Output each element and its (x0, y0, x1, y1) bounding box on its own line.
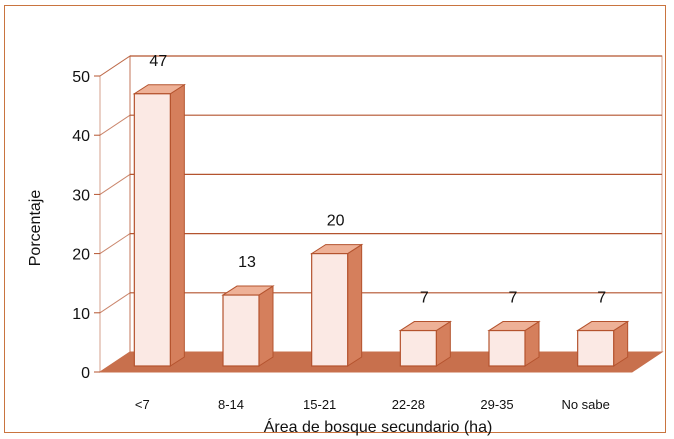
y-tick-label: 50 (72, 69, 90, 86)
gridlines (99, 55, 662, 314)
y-axis-title: Porcentaje (27, 190, 44, 267)
gridline-side (99, 173, 131, 195)
y-tick-label: 20 (72, 247, 90, 264)
data-label: 13 (238, 254, 256, 271)
x-tick-label: 15-21 (303, 397, 336, 412)
bar-front (222, 294, 260, 367)
bar-side (169, 83, 185, 367)
data-label: 20 (327, 213, 345, 230)
gridline-side (99, 233, 131, 255)
data-label: 7 (420, 290, 429, 307)
side-wall (99, 55, 131, 373)
bar (132, 83, 187, 367)
bar-front (488, 329, 526, 367)
data-label: 47 (149, 53, 167, 70)
x-tick-label: 29-35 (480, 397, 513, 412)
gridline-side (99, 292, 131, 314)
bar-front (311, 253, 349, 367)
bar-front (577, 329, 615, 367)
y-tick-label: 40 (72, 128, 90, 145)
gridline-side (99, 114, 131, 136)
bars (132, 83, 630, 367)
x-tick-label: No sabe (561, 397, 609, 412)
y-tick-label: 0 (81, 365, 90, 382)
x-tick-label: 8-14 (218, 397, 244, 412)
data-labels: 47 13 20 7 7 7 (149, 53, 606, 307)
y-tick-label: 30 (72, 187, 90, 204)
y-tick-label: 10 (72, 306, 90, 323)
bar-side (258, 285, 274, 367)
bar (575, 320, 630, 367)
bar-front (133, 93, 171, 367)
back-wall (129, 55, 663, 352)
bar (221, 285, 275, 367)
bar (398, 320, 453, 367)
bar-front (399, 329, 437, 367)
x-tick-label: 22-28 (392, 397, 425, 412)
bar-side (347, 243, 363, 367)
bar (487, 320, 541, 367)
x-tick-labels: <7 8-14 15-21 22-28 29-35 No sabe (135, 397, 610, 412)
gridline-side (99, 55, 131, 77)
x-axis-title: Área de bosque secundario (ha) (264, 417, 493, 436)
data-label: 7 (597, 290, 606, 307)
x-tick-label: <7 (135, 397, 150, 412)
y-tick-labels: 0 10 20 30 40 50 (72, 69, 100, 382)
bar (309, 243, 364, 367)
data-label: 7 (509, 290, 518, 307)
